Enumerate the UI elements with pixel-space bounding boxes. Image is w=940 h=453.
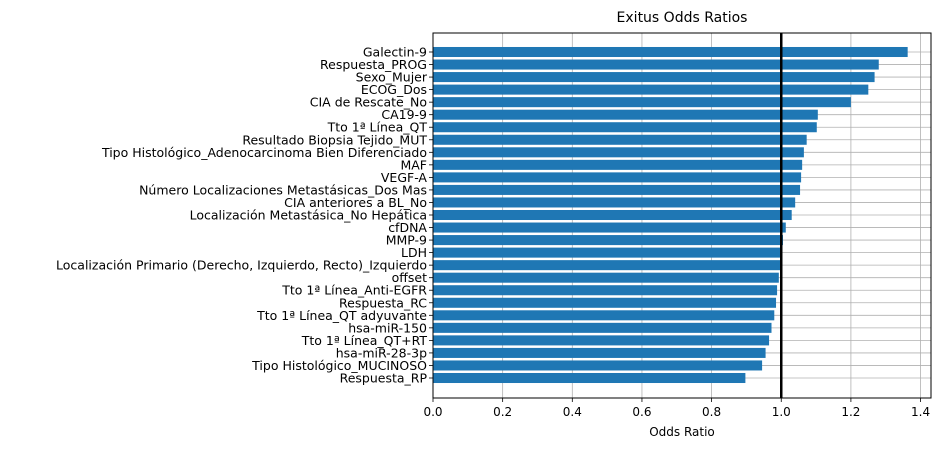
x-tick-label: 1.2 (841, 405, 860, 419)
y-tick-label: Sexo_Mujer (356, 70, 428, 85)
bar (433, 72, 875, 83)
y-tick-label: Tto 1ª Línea_Anti-EGFR (281, 283, 427, 298)
y-tick-label: CIA de Rescate_No (310, 95, 427, 110)
bar (433, 209, 792, 221)
bar (433, 147, 804, 158)
bar (433, 285, 778, 296)
y-tick-label: Localización Primario (Derecho, Izquierd… (56, 258, 427, 273)
bar (433, 109, 818, 120)
bar (433, 235, 783, 246)
y-tick-label: MAF (400, 157, 427, 172)
y-tick-label: Galectin-9 (363, 45, 427, 60)
bar (433, 59, 879, 70)
bar (433, 260, 782, 271)
x-tick-label: 0.8 (702, 405, 721, 419)
x-tick-label: 0.6 (632, 405, 651, 419)
y-tick-label: MMP-9 (386, 233, 427, 248)
x-axis-label: Odds Ratio (649, 425, 715, 439)
bar (433, 322, 772, 333)
bar (433, 310, 775, 321)
bar (433, 197, 796, 208)
bar (433, 297, 777, 308)
bar (433, 272, 779, 283)
bar (433, 247, 782, 258)
bar (433, 172, 802, 183)
x-tick-label: 0.0 (423, 405, 442, 419)
y-tick-label: hsa-miR-150 (348, 320, 427, 335)
bar (433, 46, 908, 58)
y-tick-label: Resultado Biopsia Tejido_MUT (242, 132, 427, 147)
y-tick-label: Respuesta_RP (340, 371, 428, 386)
bar (433, 122, 817, 133)
x-tick-label: 0.2 (493, 405, 512, 419)
y-tick-label: cfDNA (388, 220, 427, 235)
y-tick-label: LDH (401, 245, 427, 260)
bar (433, 97, 851, 108)
chart-title: Exitus Odds Ratios (617, 10, 748, 26)
y-tick-label: Tipo Histológico_Adenocarcinoma Bien Dif… (101, 145, 427, 160)
y-tick-label: Tto 1ª Línea_QT (327, 120, 428, 135)
y-tick-label: Respuesta_RC (339, 295, 427, 310)
y-tick-label: Tipo Histológico_MUCINOSO (251, 358, 427, 373)
y-tick-labels: Galectin-9Respuesta_PROGSexo_MujerECOG_D… (56, 45, 433, 386)
y-tick-label: Respuesta_PROG (320, 57, 427, 72)
y-tick-label: hsa-miR-28-3p (336, 345, 427, 360)
bars (433, 46, 908, 384)
y-tick-label: Localización Metastásica_No Hepática (190, 208, 427, 223)
y-tick-label: Tto 1ª Línea_QT adyuvante (256, 308, 427, 323)
bar (433, 222, 786, 233)
y-tick-label: Número Localizaciones Metastásicas_Dos M… (139, 182, 427, 197)
y-tick-label: ECOG_Dos (361, 82, 427, 97)
bar (433, 84, 869, 95)
x-tick-label: 1.0 (772, 405, 791, 419)
y-tick-label: CIA anteriores a BL_No (284, 195, 427, 210)
y-tick-label: Tto 1ª Línea_QT+RT (301, 333, 428, 348)
y-tick-label: offset (392, 270, 427, 285)
bar (433, 184, 801, 195)
y-tick-label: VEGF-A (381, 170, 428, 185)
bar (433, 159, 803, 170)
x-tick-label: 0.4 (563, 405, 582, 419)
bar (433, 335, 770, 346)
x-tick-label: 1.4 (911, 405, 930, 419)
bar (433, 347, 766, 358)
plot-frame (432, 32, 932, 399)
y-tick-label: CA19-9 (381, 107, 427, 122)
x-tick-labels: 0.0 0.2 0.4 0.6 0.8 1.0 1.2 1.4 (423, 398, 930, 419)
bar (433, 134, 807, 145)
bar (433, 372, 746, 384)
bar (433, 360, 763, 371)
